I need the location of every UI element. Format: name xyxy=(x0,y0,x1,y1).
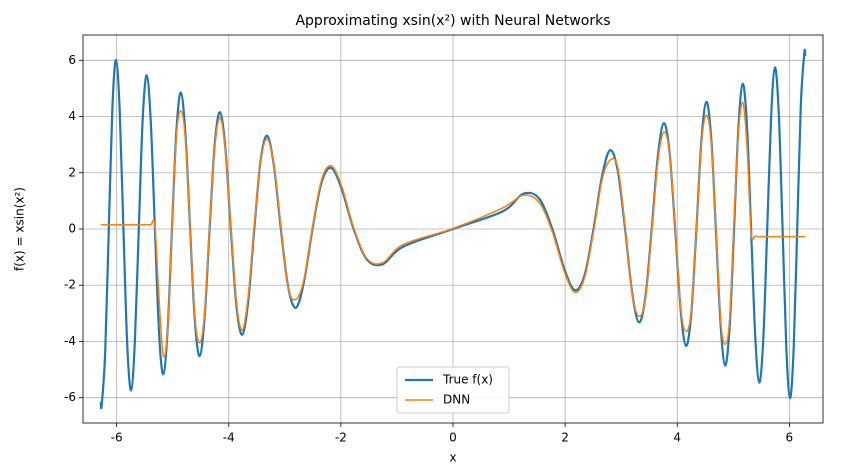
x-axis-label: x xyxy=(449,451,456,465)
legend-box xyxy=(396,366,510,414)
x-tick-label: 6 xyxy=(786,431,794,445)
legend-label: DNN xyxy=(443,393,470,407)
x-tick-label: -2 xyxy=(335,431,347,445)
y-tick-label: -2 xyxy=(64,278,76,292)
y-tick-label: 4 xyxy=(68,109,76,123)
y-axis-label: f(x) = xsin(x²) xyxy=(13,187,27,271)
y-tick-label: -4 xyxy=(64,334,76,348)
x-tick-label: 0 xyxy=(449,431,457,445)
y-tick-label: 6 xyxy=(68,53,76,67)
x-tick-label: 4 xyxy=(673,431,681,445)
y-tick-label: 0 xyxy=(68,222,76,236)
x-tick-label: -4 xyxy=(223,431,235,445)
x-tick-label: 2 xyxy=(561,431,569,445)
plot-frame xyxy=(82,34,824,424)
x-tick-label: -6 xyxy=(111,431,123,445)
y-tick-label: 2 xyxy=(68,165,76,179)
series-line xyxy=(100,101,806,358)
y-tick-label: -6 xyxy=(64,390,76,404)
legend-label: True f(x) xyxy=(442,373,493,387)
chart-title: Approximating xsin(x²) with Neural Netwo… xyxy=(295,13,610,29)
